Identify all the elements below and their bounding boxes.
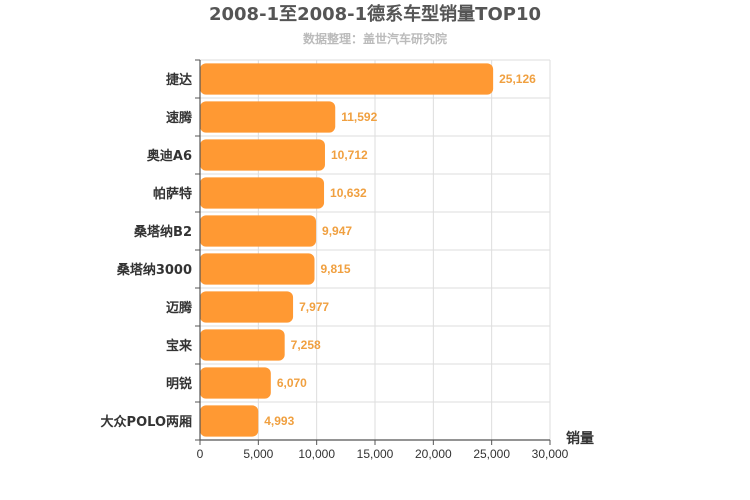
x-tick-label: 25,000 (473, 447, 510, 461)
data-label: 11,592 (341, 110, 377, 124)
category-label: 捷达 (166, 72, 192, 88)
x-tick-label: 0 (197, 447, 204, 461)
category-label: 帕萨特 (153, 186, 192, 202)
data-label: 9,815 (321, 262, 351, 276)
bar[interactable] (200, 177, 325, 209)
bar[interactable] (200, 291, 294, 323)
bar[interactable] (200, 139, 325, 171)
bar[interactable] (200, 253, 315, 285)
category-label: 桑塔纳B2 (133, 224, 192, 240)
x-tick-label: 10,000 (298, 447, 335, 461)
bars: 25,126 11,592 10,712 10,632 9,947 9,815 7,977 7… (200, 63, 536, 437)
data-label: 25,126 (499, 72, 536, 86)
data-label: 6,070 (277, 376, 307, 390)
data-label: 10,712 (331, 148, 368, 162)
data-label: 10,632 (330, 186, 367, 200)
category-label: 宝来 (166, 338, 193, 354)
bar[interactable] (200, 405, 259, 437)
data-label: 7,977 (299, 300, 329, 314)
category-label: 速腾 (166, 110, 193, 126)
x-tick-label: 15,000 (357, 447, 394, 461)
category-label: 桑塔纳3000 (116, 262, 192, 278)
bar[interactable] (200, 63, 494, 95)
x-tick-label: 5,000 (243, 447, 273, 461)
data-label: 4,993 (264, 414, 294, 428)
x-tick-label: 30,000 (532, 447, 569, 461)
category-label: 明锐 (166, 376, 192, 392)
bar[interactable] (200, 367, 271, 399)
chart-subtitle: 数据整理：盖世汽车研究院 (303, 31, 447, 46)
category-label: 奥迪A6 (147, 148, 192, 164)
bar[interactable] (200, 329, 285, 361)
data-label: 7,258 (291, 338, 321, 352)
x-axis-title: 销量 (566, 430, 594, 447)
x-tick-label: 20,000 (415, 447, 452, 461)
bar[interactable] (200, 101, 336, 133)
data-label: 9,947 (322, 224, 352, 238)
category-label: 大众POLO两厢 (101, 414, 192, 430)
bar[interactable] (200, 215, 317, 247)
category-label: 迈腾 (166, 300, 193, 316)
chart-title: 2008-1至2008-1德系车型销量TOP10 (209, 3, 541, 25)
